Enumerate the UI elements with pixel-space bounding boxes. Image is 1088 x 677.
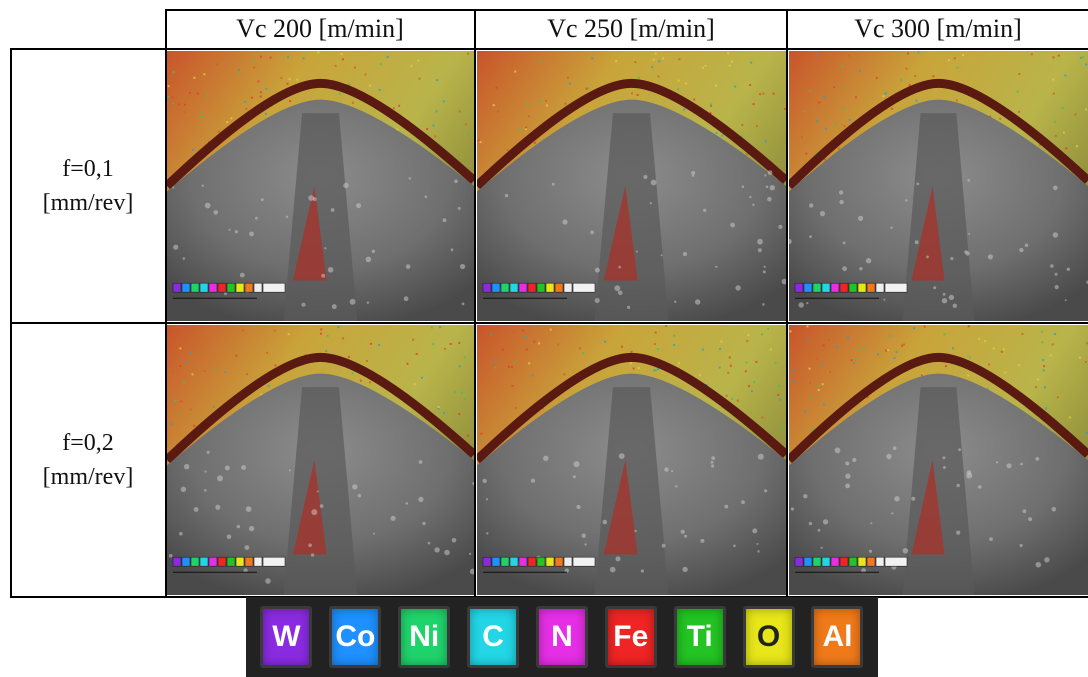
legend-chip-co: Co [329, 606, 382, 668]
row-header-feed-value: f=0,1 [62, 156, 114, 182]
micrograph-vc200-f01 [167, 51, 474, 321]
element-legend: W Co Ni C N Fe Ti O Al [246, 597, 878, 677]
legend-chip-fe: Fe [604, 606, 657, 668]
table-rule-header [10, 48, 1088, 50]
table-rule-col1 [165, 9, 167, 598]
column-header-vc200: Vc 200 [m/min] [236, 14, 404, 43]
micrograph-vc300-f02 [789, 325, 1088, 595]
row-header-feed-01: f=0,1 [mm/rev] [12, 50, 164, 322]
legend-chip-ni: Ni [398, 606, 451, 668]
row-header-feed-unit: [mm/rev] [42, 464, 134, 490]
legend-chip-n: N [535, 606, 588, 668]
micrograph-vc300-f01 [789, 51, 1088, 321]
legend-chip-al: Al [811, 606, 864, 668]
legend-chip-w: W [260, 606, 313, 668]
column-header-vc300: Vc 300 [m/min] [854, 14, 1022, 43]
table-rule-middle [10, 322, 1088, 324]
legend-chip-o: O [742, 606, 795, 668]
row-header-feed-02: f=0,2 [mm/rev] [12, 324, 164, 596]
row-header-feed-unit: [mm/rev] [42, 190, 134, 216]
table-rule-col3 [786, 9, 788, 598]
micrograph-vc200-f02 [167, 325, 474, 595]
table-rule-left [10, 48, 12, 598]
table-rule-top [165, 9, 1088, 11]
table-rule-col2 [474, 9, 476, 598]
legend-chip-c: C [467, 606, 520, 668]
row-header-feed-value: f=0,2 [62, 430, 114, 456]
micrograph-vc250-f02 [477, 325, 786, 595]
legend-chip-ti: Ti [673, 606, 726, 668]
column-header-vc250: Vc 250 [m/min] [547, 14, 715, 43]
micrograph-vc250-f01 [477, 51, 786, 321]
